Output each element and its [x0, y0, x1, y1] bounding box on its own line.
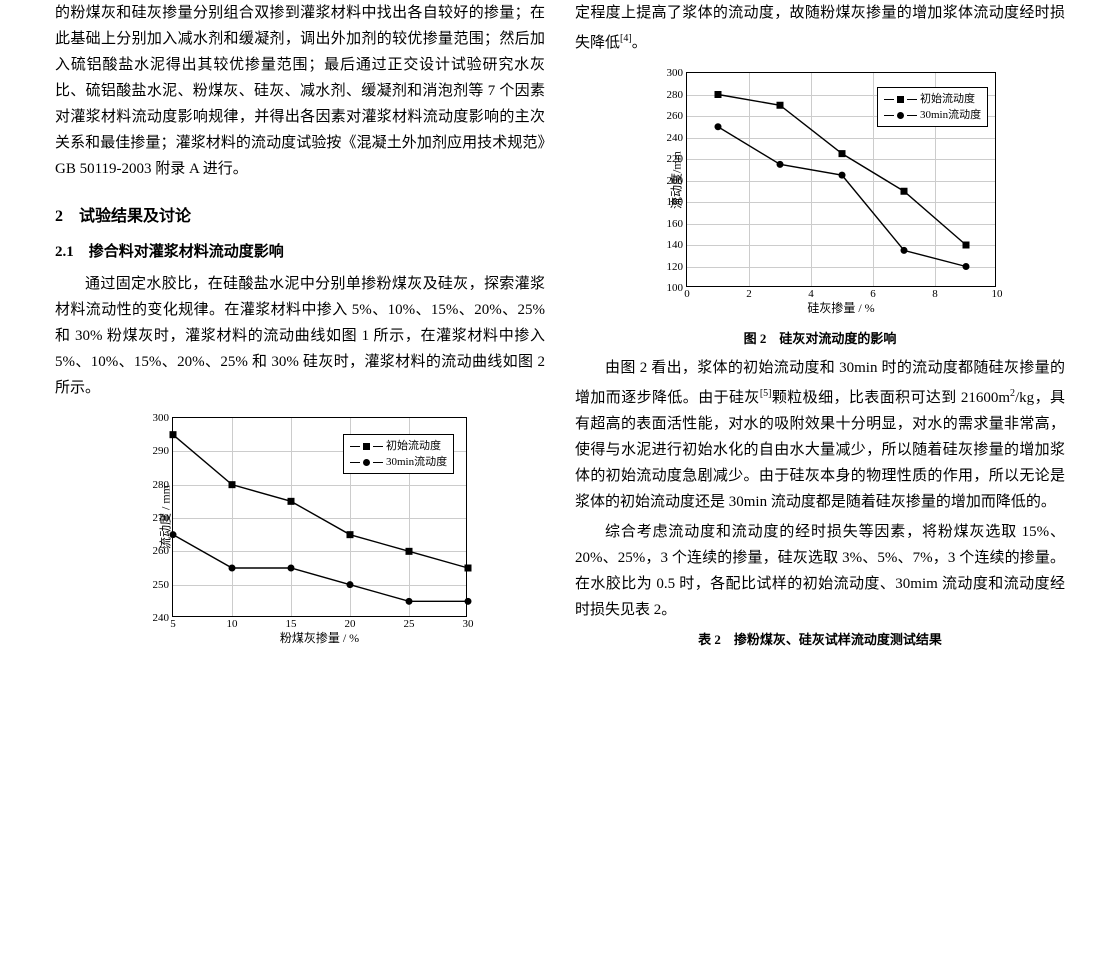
xtick-label: 0 — [684, 286, 690, 300]
legend-item: 30min流动度 — [350, 454, 447, 470]
marker-circle — [777, 161, 784, 168]
left-column: 的粉煤灰和硅灰掺量分别组合双掺到灌浆材料中找出各自较好的掺量；在此基础上分别加入… — [55, 0, 545, 652]
y-axis-label: 流动度/mm — [668, 150, 685, 208]
ytick-label: 250 — [153, 579, 174, 591]
marker-square — [229, 481, 236, 488]
legend-label: 初始流动度 — [920, 91, 975, 107]
text: 定程度上提高了浆体的流动度，故随粉煤灰掺量的增加浆体流动度经时损失降低 — [575, 5, 1065, 51]
series-line — [173, 535, 468, 602]
x-axis-label: 硅灰掺量 / % — [807, 299, 874, 316]
ytick-label: 300 — [667, 67, 688, 79]
figure-1-chart: 24025026027028029030051015202530流动度 / mm… — [120, 407, 480, 652]
figure-1-wrap: 24025026027028029030051015202530流动度 / mm… — [55, 407, 545, 652]
marker-circle — [170, 531, 177, 538]
legend-label: 初始流动度 — [386, 438, 441, 454]
marker-square — [715, 91, 722, 98]
table-2-title: 表 2 掺粉煤灰、硅灰试样流动度测试结果 — [575, 629, 1065, 648]
legend: 初始流动度30min流动度 — [877, 87, 988, 127]
text: /kg，具有超高的表面活性能，对水的吸附效果十分明显，对水的需求量非常高，使得与… — [575, 390, 1065, 510]
citation-4: [4] — [620, 33, 632, 44]
square-icon — [897, 96, 904, 103]
para-2-1-body: 通过固定水胶比，在硅酸盐水泥中分别单掺粉煤灰及硅灰，探索灌浆材料流动性的变化规律… — [55, 271, 545, 401]
marker-square — [406, 548, 413, 555]
marker-circle — [901, 247, 908, 254]
xtick-label: 15 — [286, 616, 297, 630]
ytick-label: 260 — [667, 110, 688, 122]
page: 的粉煤灰和硅灰掺量分别组合双掺到灌浆材料中找出各自较好的掺量；在此基础上分别加入… — [0, 0, 1112, 652]
xtick-label: 5 — [170, 616, 176, 630]
series-line — [718, 127, 966, 267]
para-right-3: 综合考虑流动度和流动度的经时损失等因素，将粉煤灰选取 15%、20%、25%，3… — [575, 519, 1065, 623]
figure-2-caption: 图 2 硅灰对流动度的影响 — [575, 328, 1065, 347]
ytick-label: 290 — [153, 445, 174, 457]
marker-circle — [465, 598, 472, 605]
figure-2-chart: 1001201401601802002202402602803000246810… — [630, 62, 1010, 322]
marker-circle — [406, 598, 413, 605]
circle-icon — [363, 459, 370, 466]
legend: 初始流动度30min流动度 — [343, 434, 454, 474]
marker-square — [777, 102, 784, 109]
marker-square — [347, 531, 354, 538]
xtick-label: 25 — [404, 616, 415, 630]
ytick-label: 240 — [667, 132, 688, 144]
legend-label: 30min流动度 — [920, 107, 981, 123]
marker-square — [170, 431, 177, 438]
marker-square — [839, 150, 846, 157]
legend-label: 30min流动度 — [386, 454, 447, 470]
y-axis-label: 流动度 / mm — [157, 485, 174, 549]
ytick-label: 160 — [667, 218, 688, 230]
xtick-label: 20 — [345, 616, 356, 630]
marker-square — [288, 498, 295, 505]
square-icon — [363, 443, 370, 450]
marker-square — [901, 188, 908, 195]
heading-2-1: 2.1 掺合料对灌浆材料流动度影响 — [55, 240, 545, 261]
xtick-label: 6 — [870, 286, 876, 300]
ytick-label: 120 — [667, 261, 688, 273]
xtick-label: 10 — [227, 616, 238, 630]
ytick-label: 280 — [667, 89, 688, 101]
para-right-1: 定程度上提高了浆体的流动度，故随粉煤灰掺量的增加浆体流动度经时损失降低[4]。 — [575, 0, 1065, 56]
marker-square — [465, 565, 472, 572]
right-column: 定程度上提高了浆体的流动度，故随粉煤灰掺量的增加浆体流动度经时损失降低[4]。 … — [575, 0, 1065, 652]
para-right-2: 由图 2 看出，浆体的初始流动度和 30min 时的流动度都随硅灰掺量的增加而逐… — [575, 355, 1065, 515]
xtick-label: 4 — [808, 286, 814, 300]
xtick-label: 30 — [463, 616, 474, 630]
heading-2: 2 试验结果及讨论 — [55, 202, 545, 226]
xtick-label: 8 — [932, 286, 938, 300]
marker-circle — [288, 565, 295, 572]
text: 。 — [632, 35, 647, 51]
citation-5: [5] — [760, 388, 772, 399]
marker-circle — [963, 263, 970, 270]
ytick-label: 140 — [667, 239, 688, 251]
marker-circle — [715, 123, 722, 130]
x-axis-label: 粉煤灰掺量 / % — [280, 629, 359, 646]
figure-2-wrap: 1001201401601802002202402602803000246810… — [575, 62, 1065, 322]
marker-circle — [347, 581, 354, 588]
plot-area: 24025026027028029030051015202530流动度 / mm… — [172, 417, 467, 617]
xtick-label: 2 — [746, 286, 752, 300]
legend-item: 初始流动度 — [350, 438, 447, 454]
marker-square — [963, 242, 970, 249]
xtick-label: 10 — [992, 286, 1003, 300]
marker-circle — [839, 172, 846, 179]
marker-circle — [229, 565, 236, 572]
circle-icon — [897, 112, 904, 119]
plot-area: 1001201401601802002202402602803000246810… — [686, 72, 996, 287]
legend-item: 初始流动度 — [884, 91, 981, 107]
para-intro-cont: 的粉煤灰和硅灰掺量分别组合双掺到灌浆材料中找出各自较好的掺量；在此基础上分别加入… — [55, 0, 545, 182]
ytick-label: 300 — [153, 412, 174, 424]
text: 颗粒极细，比表面积可达到 21600m — [771, 390, 1010, 406]
legend-item: 30min流动度 — [884, 107, 981, 123]
